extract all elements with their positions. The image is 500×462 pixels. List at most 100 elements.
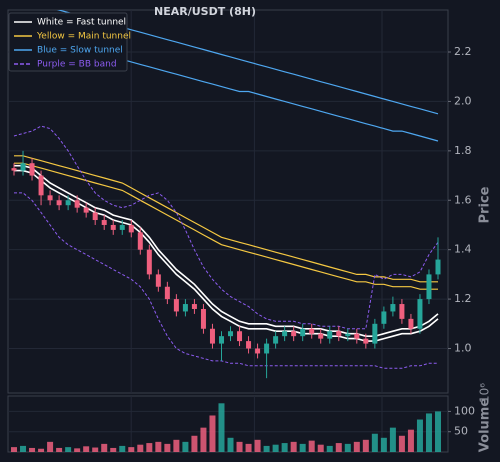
volume-bar xyxy=(65,447,72,452)
candle-body xyxy=(327,331,333,339)
volume-axis-label: Volume xyxy=(478,398,493,453)
candle-body xyxy=(354,333,360,339)
volume-bar xyxy=(92,447,99,452)
volume-bar xyxy=(299,443,306,452)
candle-body xyxy=(345,333,351,337)
volume-bar xyxy=(47,441,54,452)
candle-body xyxy=(336,331,342,337)
candle-body xyxy=(110,224,116,230)
volume-multiplier: 10⁶ xyxy=(478,383,492,403)
volume-bar xyxy=(146,443,153,452)
volume-bar xyxy=(11,447,17,452)
candle-body xyxy=(426,274,432,300)
overlay-line xyxy=(14,164,439,337)
volume-tick-label: 100 xyxy=(454,404,475,417)
candle-body xyxy=(399,304,405,319)
candles xyxy=(11,150,441,379)
candle-body xyxy=(372,323,378,344)
y-tick-label: 1.0 xyxy=(454,342,472,355)
candle-body xyxy=(146,249,152,275)
volume-bar xyxy=(218,403,225,452)
candle-body xyxy=(309,328,315,334)
candle-body xyxy=(200,308,206,329)
volume-bar xyxy=(74,448,81,452)
y-axis-label: Price xyxy=(478,186,493,223)
candle-body xyxy=(255,348,261,354)
axes: 1.0 1.2 1.4 1.6 1.8 2.0 2.2 50 100 xyxy=(448,45,475,438)
candle-body xyxy=(83,207,89,213)
candle-body xyxy=(246,341,252,349)
volume-bar xyxy=(137,444,144,452)
volume-bar xyxy=(209,415,216,452)
candle-body xyxy=(182,304,188,312)
volume-bar xyxy=(128,447,135,452)
candle-body xyxy=(155,274,161,287)
overlay-line xyxy=(14,192,438,369)
volume-bar xyxy=(407,429,414,452)
candle-body xyxy=(300,328,306,337)
volume-bar xyxy=(164,443,171,452)
volume-bar xyxy=(435,411,441,452)
candle-body xyxy=(92,212,98,221)
overlay-line xyxy=(14,155,438,283)
legend-label: Yellow = Main tunnel xyxy=(36,32,131,42)
legend-label: Purple = BB band xyxy=(37,60,117,70)
candle-body xyxy=(164,286,170,300)
candle-body xyxy=(137,232,143,250)
legend-label: Blue = Slow tunnel xyxy=(37,46,123,56)
overlay-line xyxy=(13,125,439,330)
candle-body xyxy=(390,304,396,312)
candle-body xyxy=(119,224,125,230)
candle-body xyxy=(408,318,414,329)
volume-bar xyxy=(308,440,315,452)
candle-body xyxy=(228,331,234,337)
legend-label: White = Fast tunnel xyxy=(37,18,126,28)
candle-body xyxy=(101,220,107,225)
volume-bar xyxy=(371,433,378,452)
volume-bar xyxy=(20,445,27,452)
volume-bar xyxy=(155,441,162,452)
volume-bar xyxy=(38,448,45,452)
candle-body xyxy=(381,311,387,324)
candle-body xyxy=(417,299,423,329)
candle-body xyxy=(56,200,62,206)
legend-box xyxy=(8,12,128,72)
candle-body xyxy=(318,333,324,339)
overlays xyxy=(13,10,439,369)
volume-bar xyxy=(227,437,234,452)
volume-bar xyxy=(416,419,423,452)
volume-bar xyxy=(110,447,117,452)
volume-bar xyxy=(290,441,297,452)
y-tick-label: 1.6 xyxy=(454,193,472,206)
candle-body xyxy=(191,304,197,309)
volume-bar xyxy=(182,441,189,452)
candle-body xyxy=(237,331,243,342)
volume-bar xyxy=(281,443,288,452)
candle-body xyxy=(20,163,26,171)
volume-bar xyxy=(353,441,360,452)
legend: White = Fast tunnel Yellow = Main tunnel B… xyxy=(8,12,131,72)
candle-body xyxy=(363,338,369,344)
y-tick-label: 1.2 xyxy=(454,292,472,305)
volume-bar xyxy=(326,445,333,452)
candle-body xyxy=(173,299,179,312)
volume-bar xyxy=(119,445,126,452)
volume-bar xyxy=(254,439,261,452)
volume-bar xyxy=(317,444,324,452)
candle-body xyxy=(273,336,279,344)
candle-body xyxy=(264,343,270,354)
volume-bar xyxy=(272,444,279,452)
volume-bar xyxy=(398,435,405,452)
volume-bars xyxy=(11,403,441,452)
grid xyxy=(8,10,448,452)
y-tick-label: 2.0 xyxy=(454,94,472,107)
volume-bar xyxy=(200,427,207,452)
volume-bar xyxy=(263,445,270,452)
candle-body xyxy=(47,195,53,201)
candle-body xyxy=(209,328,215,344)
volume-bar xyxy=(344,443,351,452)
volume-bar xyxy=(29,447,36,452)
volume-bar xyxy=(191,435,198,452)
